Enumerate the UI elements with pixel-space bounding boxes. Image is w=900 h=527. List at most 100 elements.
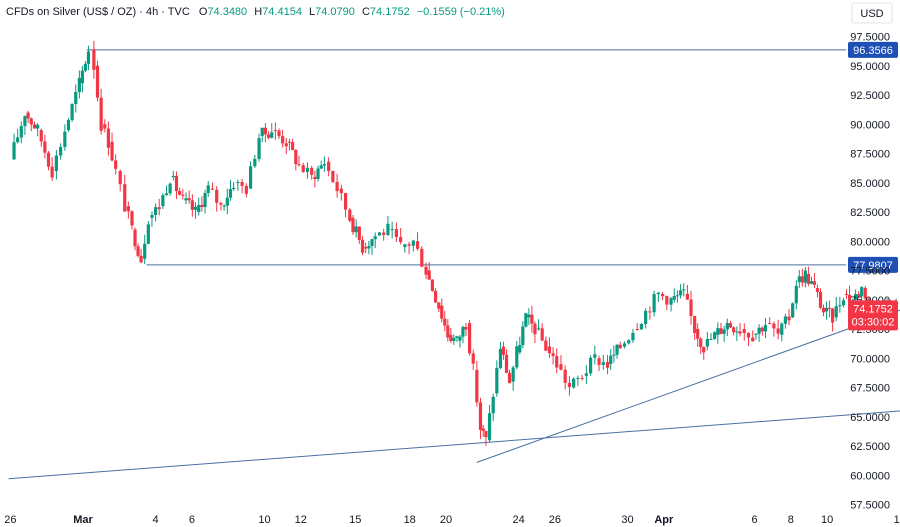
candle-body bbox=[797, 276, 801, 283]
x-tick-label: 24 bbox=[512, 514, 524, 526]
currency-button[interactable]: USD bbox=[851, 2, 893, 24]
y-tick-label: 92.5000 bbox=[850, 90, 890, 102]
candle-body bbox=[446, 325, 450, 338]
candle-body bbox=[70, 103, 74, 120]
candle-body bbox=[106, 128, 111, 148]
candle-body bbox=[99, 97, 103, 131]
current-price-label: 74.1752 bbox=[853, 303, 893, 315]
x-tick-label: 10 bbox=[821, 514, 833, 526]
candle-body bbox=[114, 160, 118, 169]
change-value: −0.1559 (−0.21%) bbox=[417, 6, 505, 18]
time-axis: 26 Mar 4 6 10 12 15 18 20 24 26 30 Apr 6 8 10 14 bbox=[4, 514, 900, 526]
candle-body bbox=[399, 237, 403, 242]
x-tick-label: Apr bbox=[654, 514, 674, 526]
candle-body bbox=[540, 328, 544, 341]
candle-body bbox=[449, 334, 453, 341]
candle-body bbox=[184, 198, 188, 201]
candle-body bbox=[716, 328, 720, 335]
candle-body bbox=[206, 185, 210, 194]
candle-body bbox=[29, 118, 33, 125]
trendline[interactable] bbox=[476, 304, 900, 463]
price-axis: 96.3566 77.9807 97.5000 95.0000 92.5000 90.00… bbox=[848, 32, 898, 512]
x-tick-label: 14 bbox=[894, 514, 900, 526]
x-tick-label: Mar bbox=[73, 514, 93, 526]
x-tick-label: 18 bbox=[404, 514, 416, 526]
candle-body bbox=[263, 127, 268, 135]
candle-body bbox=[343, 193, 348, 210]
candle-body bbox=[521, 326, 525, 346]
candle-body bbox=[403, 244, 407, 248]
candle-body bbox=[187, 198, 191, 201]
candle-body bbox=[821, 307, 826, 313]
candle-body bbox=[222, 205, 226, 207]
candle-body bbox=[844, 293, 849, 295]
candle-body bbox=[291, 142, 295, 150]
candle-body bbox=[66, 119, 71, 131]
candle-body bbox=[92, 49, 96, 70]
candle-body bbox=[63, 131, 67, 147]
low-value: 74.0790 bbox=[315, 6, 355, 18]
candle-body bbox=[382, 232, 386, 235]
open-label: O bbox=[199, 6, 208, 18]
candle-body bbox=[498, 348, 503, 368]
candle-body bbox=[161, 195, 165, 207]
candle-body bbox=[219, 202, 223, 205]
candle-body bbox=[665, 296, 669, 305]
candle-body bbox=[572, 378, 576, 388]
x-tick-label: 6 bbox=[751, 514, 757, 526]
candle-body bbox=[518, 345, 522, 353]
y-tick-label: 67.5000 bbox=[850, 383, 890, 395]
high-label: H bbox=[254, 6, 262, 18]
candle-body bbox=[200, 204, 204, 207]
trendline[interactable] bbox=[8, 410, 900, 480]
candle-body bbox=[776, 328, 780, 334]
candle-body bbox=[559, 364, 563, 370]
candle-body bbox=[50, 166, 54, 178]
candle-body bbox=[555, 356, 559, 368]
candle-body bbox=[760, 327, 764, 332]
candle-body bbox=[597, 358, 601, 365]
candle-body bbox=[867, 298, 871, 302]
level-value-label: 77.9807 bbox=[853, 260, 893, 272]
candle-body bbox=[484, 430, 488, 438]
candle-body bbox=[394, 229, 398, 238]
candle-body bbox=[427, 270, 431, 280]
candle-body bbox=[515, 346, 519, 368]
candle-body bbox=[803, 270, 807, 283]
x-tick-label: 6 bbox=[189, 514, 195, 526]
candle-body bbox=[210, 188, 215, 190]
low-label: L bbox=[309, 6, 315, 18]
candle-body bbox=[203, 193, 207, 207]
candle-body bbox=[232, 187, 236, 190]
candle-body bbox=[313, 176, 317, 179]
candle-body bbox=[367, 245, 371, 249]
candle-body bbox=[386, 223, 390, 235]
candle-body bbox=[580, 377, 584, 379]
candle-body bbox=[746, 333, 751, 338]
candle-body bbox=[615, 344, 619, 355]
candle-body bbox=[584, 373, 588, 376]
candle-body bbox=[838, 305, 842, 307]
x-tick-label: 15 bbox=[349, 514, 361, 526]
candle-body bbox=[277, 130, 281, 137]
candle-body bbox=[190, 200, 194, 210]
candle-body bbox=[236, 182, 240, 184]
candle-body bbox=[370, 239, 374, 246]
candle-body bbox=[411, 240, 415, 246]
candle-body bbox=[742, 329, 746, 334]
candle-body bbox=[656, 292, 660, 295]
candle-body bbox=[563, 369, 567, 383]
candle-body bbox=[339, 188, 343, 194]
currency-label: USD bbox=[860, 8, 883, 20]
candle-body bbox=[310, 167, 314, 175]
candle-body bbox=[732, 327, 736, 333]
candle-body bbox=[725, 323, 729, 330]
candle-body bbox=[847, 294, 852, 302]
candle-body bbox=[639, 324, 644, 330]
y-tick-label: 65.0000 bbox=[850, 412, 890, 424]
candle-body bbox=[407, 244, 411, 246]
candle-body bbox=[348, 209, 352, 221]
candle-body bbox=[702, 347, 706, 353]
candle-body bbox=[713, 332, 717, 339]
